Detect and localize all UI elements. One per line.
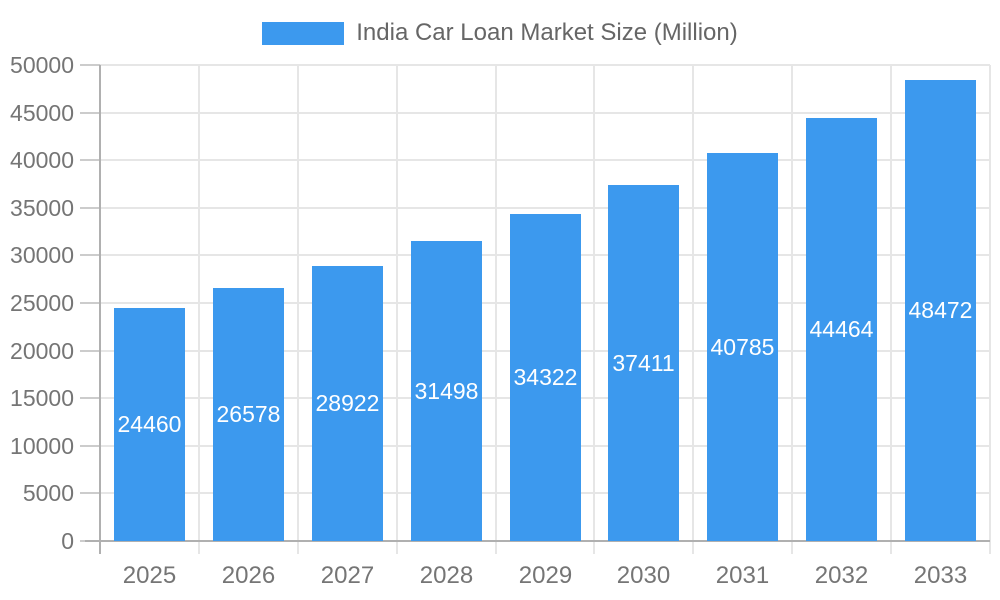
x-tick-label: 2030 (616, 562, 671, 589)
bar-value-label: 28922 (315, 390, 380, 416)
gridline-horizontal (100, 207, 990, 209)
legend-label: India Car Loan Market Size (Million) (356, 19, 738, 46)
x-tick-label: 2033 (913, 562, 968, 589)
y-tick-mark (80, 254, 100, 256)
y-tick-label: 20000 (10, 338, 74, 364)
y-tick-mark (80, 207, 100, 209)
bar[interactable]: 48472 (905, 80, 976, 541)
y-tick-mark (80, 159, 100, 161)
bar[interactable]: 28922 (312, 266, 383, 541)
bar-value-label: 34322 (513, 364, 578, 390)
y-tick-label: 30000 (10, 242, 74, 268)
gridline-vertical (692, 65, 694, 554)
gridline-vertical (890, 65, 892, 554)
y-tick-label: 5000 (22, 480, 74, 506)
gridline-horizontal (100, 112, 990, 114)
bar-value-label: 26578 (216, 401, 281, 427)
y-axis-line (99, 65, 101, 554)
bar[interactable]: 44464 (806, 118, 877, 541)
bar-value-label: 48472 (908, 297, 973, 323)
y-tick-label: 45000 (10, 100, 74, 126)
x-tick-label: 2025 (122, 562, 177, 589)
y-tick-mark (80, 397, 100, 399)
y-tick-mark (80, 302, 100, 304)
x-tick-label: 2027 (320, 562, 375, 589)
x-tick-label: 2031 (715, 562, 770, 589)
x-axis-line (85, 540, 990, 542)
bar[interactable]: 31498 (411, 241, 482, 541)
gridline-vertical (791, 65, 793, 554)
legend-swatch (262, 21, 345, 45)
gridline-vertical (198, 65, 200, 554)
y-tick-label: 35000 (10, 195, 74, 221)
y-tick-mark (80, 350, 100, 352)
y-tick-label: 10000 (10, 433, 74, 459)
gridline-horizontal (100, 159, 990, 161)
x-tick-label: 2028 (419, 562, 474, 589)
bar-value-label: 44464 (809, 316, 874, 342)
y-tick-label: 0 (61, 528, 74, 554)
bar[interactable]: 34322 (510, 214, 581, 541)
legend[interactable]: India Car Loan Market Size (Million) (0, 16, 1000, 50)
x-tick-label: 2029 (518, 562, 573, 589)
bar-value-label: 31498 (414, 377, 479, 404)
y-tick-label: 25000 (10, 290, 74, 316)
y-tick-mark (80, 445, 100, 447)
gridline-vertical (297, 65, 299, 554)
x-tick-label: 2032 (814, 562, 869, 589)
gridline-vertical (989, 65, 991, 554)
bar-value-label: 24460 (117, 411, 182, 437)
gridline-vertical (396, 65, 398, 554)
y-tick-mark (80, 64, 100, 66)
gridline-horizontal (100, 64, 990, 66)
bar-value-label: 40785 (710, 333, 775, 360)
bar[interactable]: 40785 (707, 153, 778, 541)
gridline-vertical (495, 65, 497, 554)
x-tick-label: 2026 (221, 562, 276, 589)
bar[interactable]: 24460 (114, 308, 185, 541)
bar[interactable]: 26578 (213, 288, 284, 541)
y-tick-mark (80, 112, 100, 114)
bar-value-label: 37411 (612, 349, 675, 376)
gridline-vertical (593, 65, 595, 554)
y-tick-label: 15000 (10, 385, 74, 411)
y-tick-mark (80, 492, 100, 494)
y-tick-label: 40000 (10, 147, 74, 173)
y-tick-label: 50000 (10, 52, 74, 78)
bar[interactable]: 37411 (608, 185, 679, 541)
